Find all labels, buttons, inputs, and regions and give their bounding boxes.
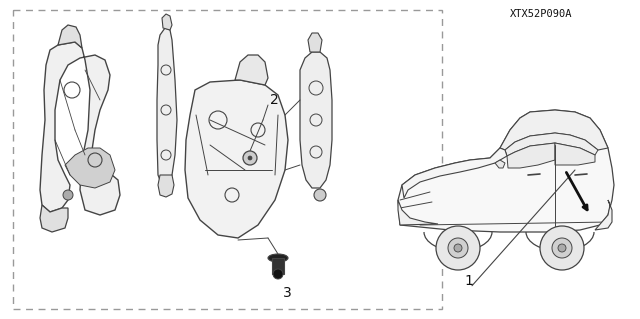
Text: 1: 1	[464, 274, 473, 288]
Bar	[13, 10, 442, 309]
Text: 3: 3	[283, 286, 292, 300]
Polygon shape	[398, 200, 438, 225]
Polygon shape	[495, 160, 505, 168]
Polygon shape	[595, 200, 612, 230]
Polygon shape	[158, 175, 174, 197]
Polygon shape	[505, 133, 598, 156]
Polygon shape	[555, 143, 595, 165]
Circle shape	[454, 244, 462, 252]
Circle shape	[273, 269, 283, 279]
Polygon shape	[40, 42, 120, 215]
Circle shape	[448, 238, 468, 258]
Polygon shape	[162, 14, 172, 30]
Polygon shape	[65, 148, 115, 188]
Circle shape	[558, 244, 566, 252]
Circle shape	[243, 151, 257, 165]
Bar	[272, 258, 284, 274]
Text: 2: 2	[270, 93, 279, 107]
Polygon shape	[40, 205, 68, 232]
Text: XTX52P090A: XTX52P090A	[509, 9, 572, 19]
Polygon shape	[398, 110, 614, 232]
Polygon shape	[300, 52, 332, 188]
Polygon shape	[308, 33, 322, 52]
Circle shape	[540, 226, 584, 270]
Polygon shape	[507, 143, 555, 168]
Polygon shape	[157, 28, 177, 185]
Polygon shape	[500, 110, 608, 150]
Circle shape	[248, 156, 252, 160]
Polygon shape	[185, 80, 288, 238]
Polygon shape	[402, 148, 507, 198]
Polygon shape	[235, 55, 268, 85]
Polygon shape	[58, 25, 82, 48]
Circle shape	[314, 189, 326, 201]
Circle shape	[552, 238, 572, 258]
Circle shape	[63, 190, 73, 200]
Ellipse shape	[268, 254, 288, 262]
Circle shape	[436, 226, 480, 270]
